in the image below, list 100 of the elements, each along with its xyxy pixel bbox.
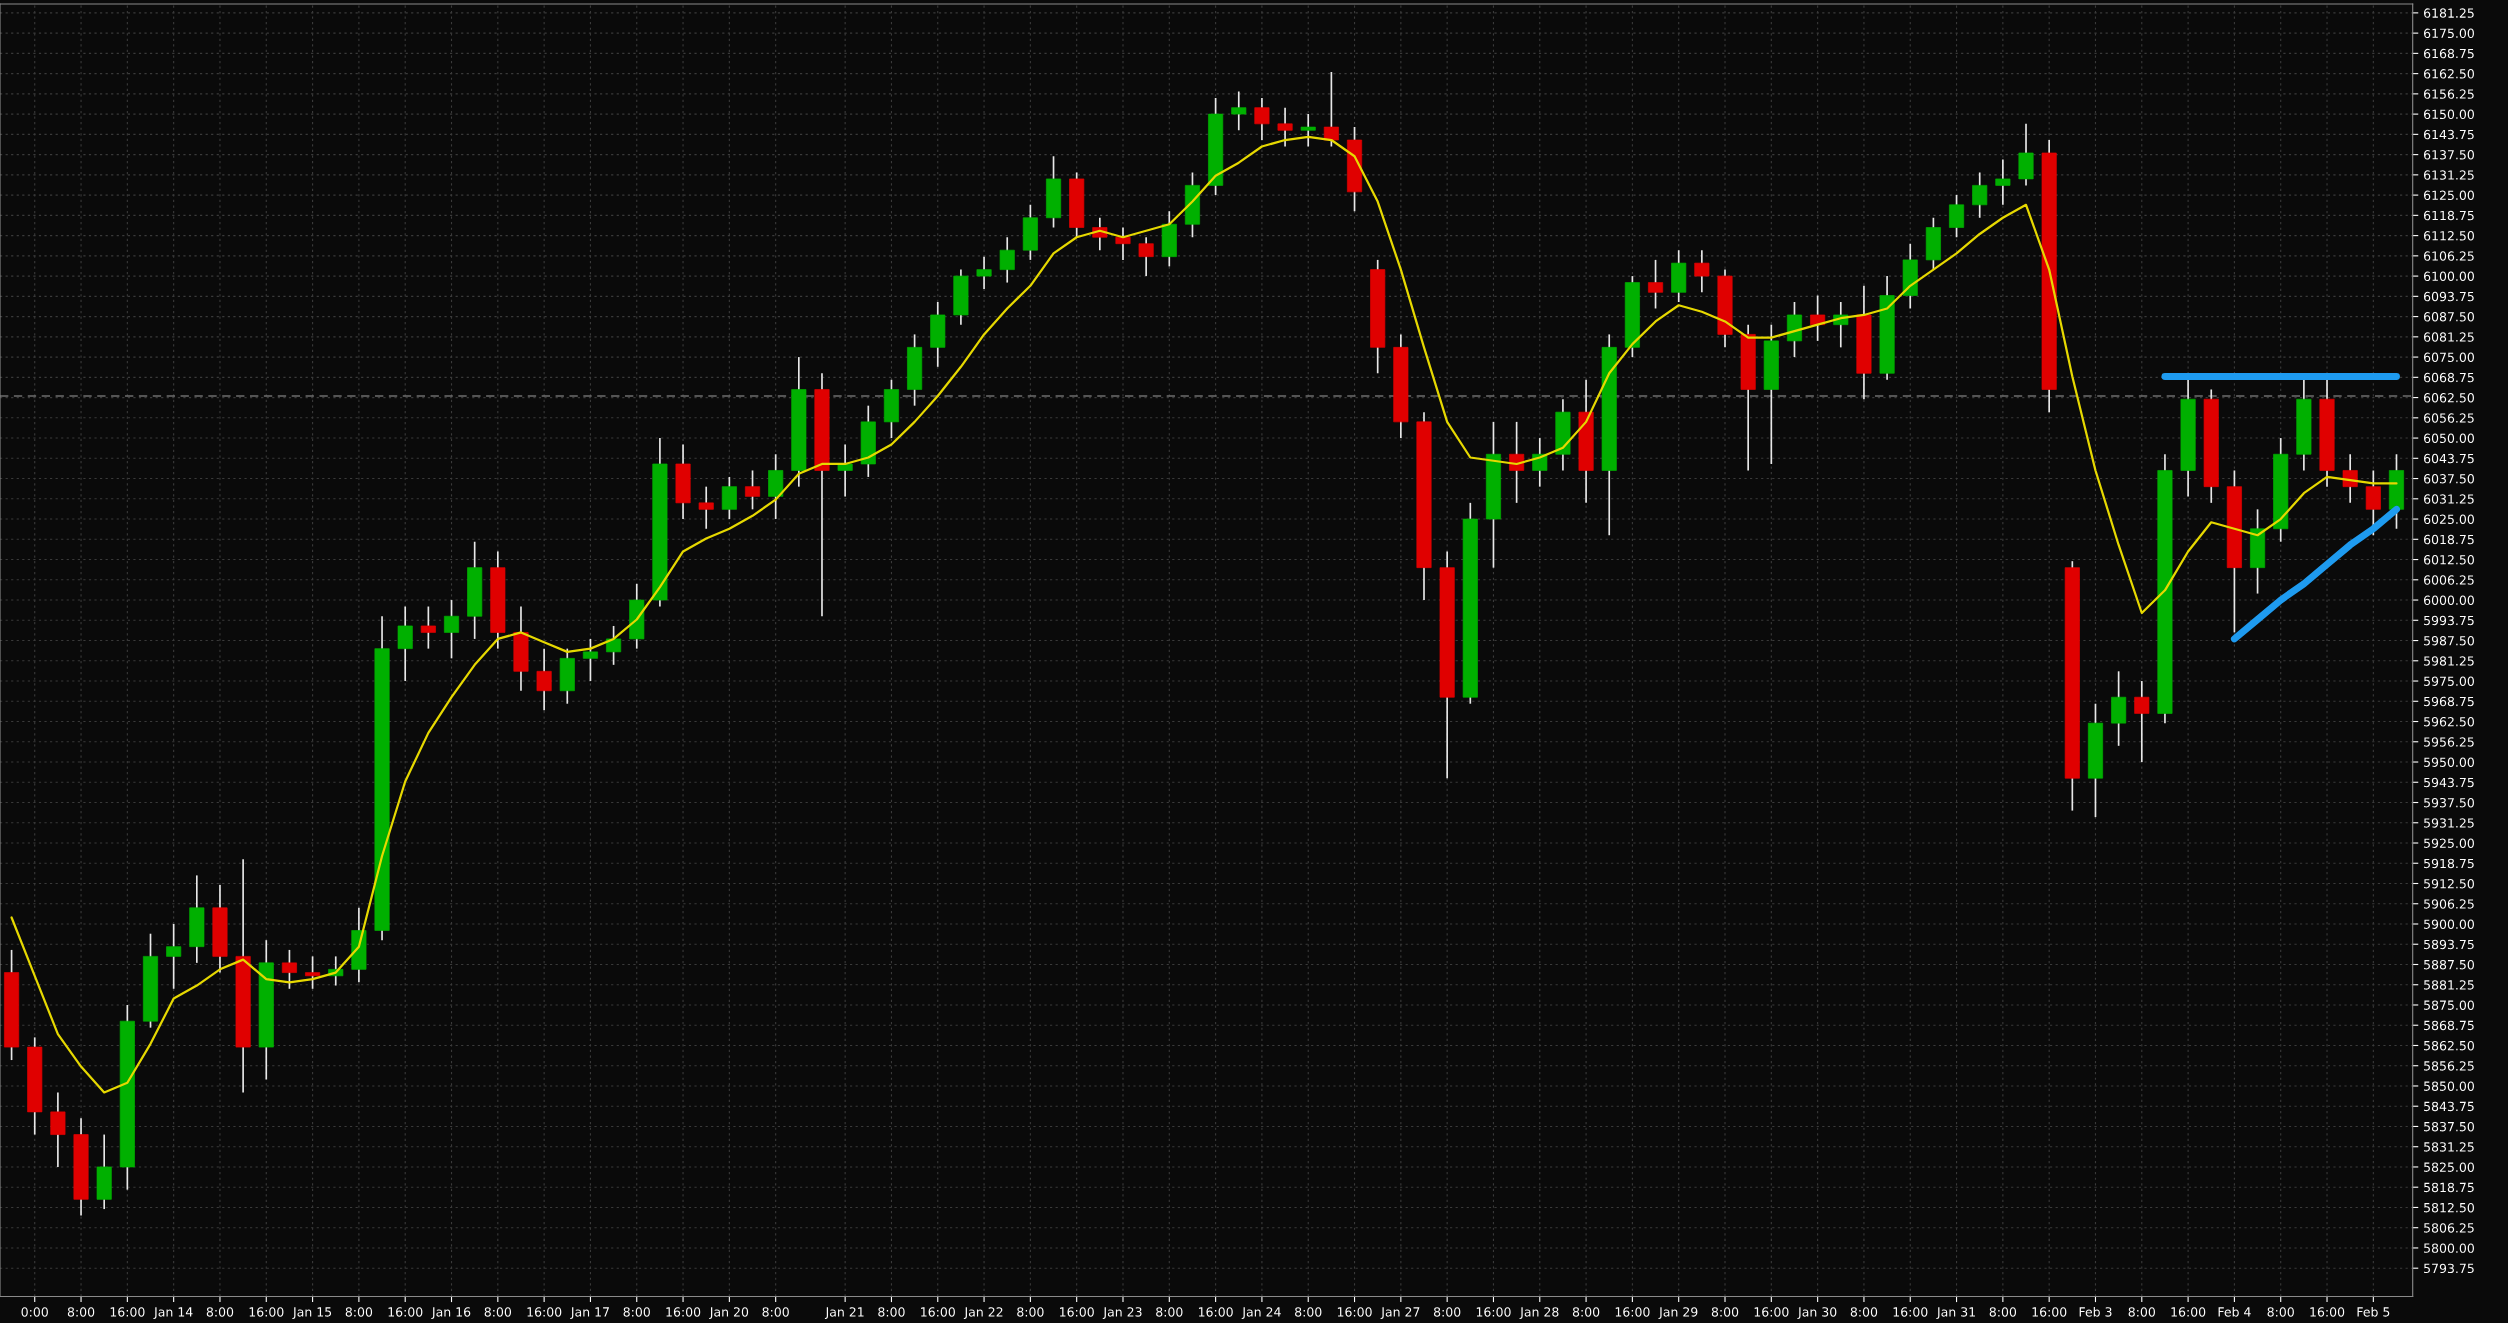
y-tick-label: 6062.50 [2423, 393, 2474, 403]
y-tick-label: 5918.75 [2424, 858, 2474, 869]
y-tick-label: 6150.00 [2423, 109, 2474, 120]
candlestick [305, 955, 321, 990]
y-tick-label: 6137.50 [2423, 150, 2474, 160]
y-tick-label: 6050.00 [2423, 433, 2474, 443]
x-tick-label: 8:00 [1711, 1307, 1739, 1317]
y-tick-label: 5956.25 [2424, 737, 2474, 747]
candlestick [1277, 106, 1293, 148]
y-tick-label: 5806.25 [2424, 1223, 2474, 1233]
y-tick-label: 6031.25 [2423, 494, 2474, 504]
y-tick-label: 5925.00 [2424, 838, 2474, 848]
y-tick-label: 5812.50 [2424, 1202, 2474, 1213]
x-tick-label: Jan 17 [570, 1307, 609, 1319]
x-tick-label: 8:00 [1295, 1307, 1322, 1317]
y-tick-label: 6131.25 [2423, 170, 2474, 180]
x-tick-label: 16:00 [527, 1307, 562, 1317]
y-tick-label: 6168.75 [2423, 48, 2474, 59]
y-tick-label: 6075.00 [2423, 352, 2474, 362]
x-tick-label: 16:00 [1198, 1307, 1233, 1317]
candlestick [1810, 294, 1826, 342]
candlestick [1949, 194, 1965, 239]
y-tick-label: 5837.50 [2424, 1121, 2474, 1132]
y-tick-label: 6000.00 [2423, 595, 2474, 605]
candlestick [166, 923, 182, 990]
candlestick [1648, 259, 1664, 310]
x-tick-label: 16:00 [2310, 1307, 2345, 1317]
y-tick-label: 5962.50 [2424, 717, 2474, 727]
x-tick-label: Jan 29 [1658, 1307, 1698, 1319]
candlestick [2342, 453, 2358, 504]
x-tick-label: Jan 28 [1519, 1307, 1559, 1319]
candlestick [420, 605, 436, 650]
y-tick-label: 5900.00 [2424, 919, 2474, 929]
y-tick-label: 5893.75 [2424, 939, 2474, 950]
y-tick-label: 5943.75 [2424, 777, 2474, 788]
candlestick [698, 485, 714, 530]
x-tick-label: Jan 15 [292, 1307, 332, 1319]
x-tick-label: 16:00 [921, 1307, 955, 1317]
y-tick-label: 6118.75 [2423, 210, 2474, 221]
x-tick-label: 8:00 [206, 1307, 234, 1317]
y-tick-label: 6025.00 [2423, 514, 2474, 524]
candlestick [1972, 171, 1988, 219]
x-tick-label: 16:00 [1893, 1307, 1928, 1317]
y-tick-label: 6143.75 [2423, 129, 2474, 140]
y-tick-label: 5993.75 [2424, 615, 2474, 626]
candlestick [1254, 97, 1270, 141]
candlestick [536, 647, 552, 712]
y-tick-label: 5950.00 [2424, 757, 2474, 767]
candlestick [281, 949, 297, 990]
x-tick-label: Jan 30 [1797, 1307, 1837, 1319]
x-tick-label: Jan 20 [709, 1307, 749, 1319]
y-tick-label: 5975.00 [2424, 676, 2474, 686]
y-tick-label: 5800.00 [2424, 1243, 2474, 1253]
y-tick-label: 6093.75 [2423, 291, 2474, 302]
candlestick [2134, 680, 2150, 763]
x-tick-label: Feb 5 [2357, 1306, 2390, 1317]
y-tick-label: 6112.50 [2423, 231, 2474, 241]
x-tick-label: Jan 21 [824, 1307, 864, 1319]
candlestick [606, 625, 622, 666]
candlestick [397, 605, 413, 682]
y-tick-label: 5875.00 [2424, 1000, 2474, 1010]
x-tick-label: 0:00 [21, 1307, 48, 1317]
y-tick-label: 6056.25 [2423, 413, 2474, 423]
y-tick-label: 6018.75 [2423, 534, 2474, 545]
y-tick-label: 5931.25 [2424, 818, 2474, 828]
y-tick-label: 5906.25 [2424, 899, 2474, 909]
y-tick-label: 5850.00 [2424, 1081, 2474, 1091]
y-tick-label: 6100.00 [2423, 271, 2474, 282]
y-tick-label: 6125.00 [2423, 190, 2474, 201]
x-tick-label: Jan 22 [963, 1307, 1003, 1319]
y-tick-label: 5987.50 [2424, 636, 2474, 646]
candlestick [582, 638, 598, 682]
x-tick-label: Jan 14 [153, 1307, 193, 1319]
x-tick-label: 16:00 [1337, 1307, 1372, 1317]
y-tick-label: 6162.50 [2423, 69, 2474, 79]
x-tick-label: 8:00 [484, 1307, 512, 1317]
y-tick-label: 6181.25 [2423, 8, 2474, 18]
candlestick [1115, 226, 1131, 261]
y-tick-label: 6043.75 [2423, 453, 2474, 464]
x-tick-label: 8:00 [2128, 1307, 2155, 1317]
x-tick-label: 8:00 [1989, 1307, 2017, 1317]
x-tick-label: 8:00 [1433, 1307, 1461, 1317]
candlestick [1532, 437, 1548, 488]
candlestick [744, 469, 761, 511]
y-tick-label: 5981.25 [2424, 656, 2474, 666]
candlestick [2365, 469, 2381, 537]
x-tick-label: 8:00 [1017, 1307, 1044, 1317]
candlestick [976, 255, 992, 290]
candlestick [1694, 249, 1710, 294]
x-tick-label: 16:00 [2171, 1307, 2206, 1317]
y-tick-label: 5793.75 [2424, 1263, 2474, 1274]
candlestick [1995, 158, 2011, 206]
x-tick-label: Feb 3 [2079, 1306, 2112, 1317]
y-tick-label: 5843.75 [2424, 1101, 2474, 1112]
x-tick-label: 8:00 [878, 1307, 905, 1317]
x-tick-label: 16:00 [110, 1307, 145, 1317]
y-tick-label: 5818.75 [2424, 1182, 2474, 1193]
x-tick-label: Jan 16 [431, 1307, 471, 1319]
y-tick-label: 6087.50 [2423, 312, 2474, 322]
x-tick-label: 8:00 [762, 1307, 789, 1317]
